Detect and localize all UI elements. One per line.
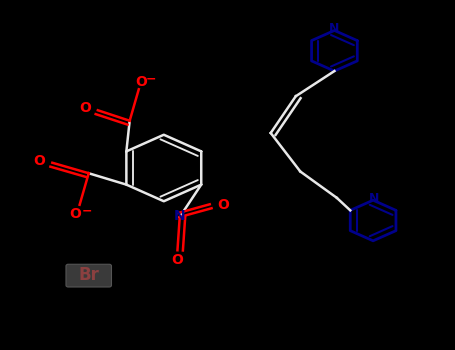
Text: O: O — [69, 206, 81, 220]
Text: O: O — [79, 102, 91, 116]
FancyBboxPatch shape — [66, 264, 111, 287]
Text: N: N — [174, 209, 186, 223]
Text: Br: Br — [78, 266, 99, 284]
Text: −: − — [145, 72, 156, 85]
Text: O: O — [34, 154, 46, 168]
Text: N: N — [329, 22, 339, 35]
Text: O: O — [217, 198, 229, 212]
Text: −: − — [81, 204, 92, 218]
Text: O: O — [172, 253, 183, 267]
Text: N: N — [369, 192, 379, 205]
Text: O: O — [135, 75, 147, 89]
